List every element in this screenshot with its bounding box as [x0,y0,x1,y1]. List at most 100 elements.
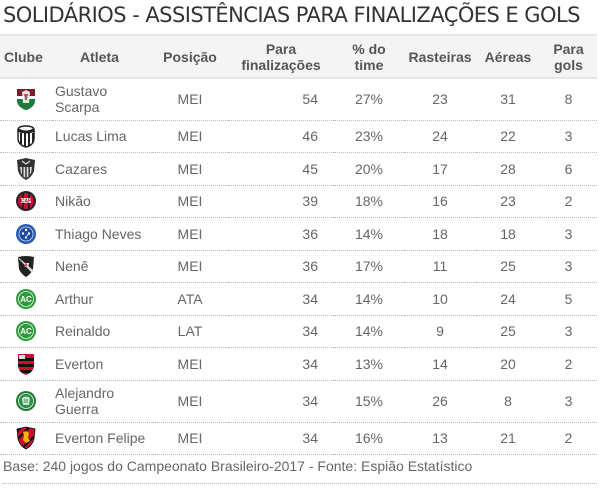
aereas: 28 [476,152,540,186]
aereas: 20 [476,347,540,381]
athlete-name: Nenê [52,250,152,283]
athlete-name: Lucas Lima [52,120,152,153]
table-row: Nenê MEI 36 17% 11 25 3 [0,250,597,283]
pct: 15% [334,380,404,423]
finalizacoes: 36 [228,250,334,283]
rasteiras: 18 [404,217,476,251]
header-clube: Clube [0,34,52,79]
rasteiras: 14 [404,347,476,381]
table-row: Lucas Lima MEI 46 23% 24 22 3 [0,120,597,153]
chapecoense-badge-icon: AC [15,319,37,343]
pct: 20% [334,152,404,186]
gols: 2 [540,422,597,455]
pct: 14% [334,315,404,348]
header-finalizacoes-line1: Para [265,40,297,57]
pct: 23% [334,120,404,153]
header-gols: Para gols [540,34,597,79]
finalizacoes: 36 [228,217,334,251]
position: MEI [152,347,228,381]
rasteiras: 26 [404,380,476,423]
assists-table: Clube Atleta Posição Para finalizações % … [0,34,597,455]
table-row: Thiago Neves MEI 36 14% 18 18 3 [0,217,597,251]
table-row: AC Arthur ATA 34 14% 10 24 5 [0,282,597,316]
aereas: 25 [476,250,540,283]
atletico-mg-badge-icon [15,157,37,181]
rasteiras: 13 [404,422,476,455]
athlete-name: Gustavo Scarpa [52,78,152,121]
gols: 2 [540,347,597,381]
header-aereas-label: Aéreas [484,48,532,65]
rasteiras: 16 [404,185,476,218]
rasteiras: 24 [404,120,476,153]
aereas: 23 [476,185,540,218]
position: LAT [152,315,228,348]
position: MEI [152,185,228,218]
fluminense-badge-icon [15,87,37,111]
position: MEI [152,217,228,251]
gols: 3 [540,315,597,348]
chapecoense-badge-icon: AC [15,287,37,311]
rasteiras: 17 [404,152,476,186]
atletico-pr-badge-icon: CAP [15,189,37,213]
athlete-name: Reinaldo [52,315,152,348]
rasteiras: 10 [404,282,476,316]
header-atleta: Atleta [52,34,152,79]
santos-badge-icon [15,124,37,149]
page-title: SOLIDÁRIOS - ASSISTÊNCIAS PARA FINALIZAÇ… [3,3,580,27]
palmeiras-badge-icon [15,389,37,413]
finalizacoes: 34 [228,282,334,316]
position: MEI [152,422,228,455]
aereas: 18 [476,217,540,251]
athlete-name: Arthur [52,282,152,316]
header-rasteiras: Rasteiras [404,34,476,79]
svg-text:CAP: CAP [21,199,32,205]
header-gols-line1: Para [553,40,584,57]
finalizacoes: 34 [228,422,334,455]
finalizacoes: 34 [228,347,334,381]
table-row: AC Reinaldo LAT 34 14% 9 25 3 [0,315,597,348]
aereas: 25 [476,315,540,348]
pct: 14% [334,282,404,316]
header-finalizacoes: Para finalizações [228,34,334,79]
header-gols-line2: gols [554,56,583,73]
aereas: 8 [476,380,540,423]
aereas: 21 [476,422,540,455]
header-pct-line1: % do [352,40,386,57]
position: MEI [152,120,228,153]
cruzeiro-badge-icon [15,222,37,246]
position: MEI [152,380,228,423]
gols: 3 [540,217,597,251]
aereas: 31 [476,78,540,121]
gols: 3 [540,120,597,153]
position: MEI [152,78,228,121]
pct: 17% [334,250,404,283]
rasteiras: 23 [404,78,476,121]
rasteiras: 9 [404,315,476,348]
pct: 16% [334,422,404,455]
gols: 6 [540,152,597,186]
gols: 3 [540,250,597,283]
pct: 14% [334,217,404,251]
table-row: Everton Felipe MEI 34 16% 13 21 2 [0,422,597,455]
flamengo-badge-icon [15,352,37,376]
gols: 5 [540,282,597,316]
table-row: Alejandro Guerra MEI 34 15% 26 8 3 [0,380,597,423]
header-pct-line2: time [354,56,384,73]
gols: 8 [540,78,597,121]
svg-text:AC: AC [20,327,32,336]
table-row: Cazares MEI 45 20% 17 28 6 [0,152,597,186]
header-atleta-label: Atleta [80,48,119,65]
table-row: CAP Nikão MEI 39 18% 16 23 2 [0,185,597,218]
finalizacoes: 39 [228,185,334,218]
table-row: Gustavo Scarpa MEI 54 27% 23 31 8 [0,78,597,121]
finalizacoes: 54 [228,78,334,121]
source-footnote: Base: 240 jogos do Campeonato Brasileiro… [3,454,597,484]
athlete-name: Everton Felipe [52,422,152,455]
sport-badge-icon [15,426,37,450]
position: MEI [152,250,228,283]
pct: 27% [334,78,404,121]
gols: 3 [540,380,597,423]
header-posicao-label: Posição [163,48,217,65]
table-row: Everton MEI 34 13% 14 20 2 [0,347,597,381]
finalizacoes: 34 [228,380,334,423]
